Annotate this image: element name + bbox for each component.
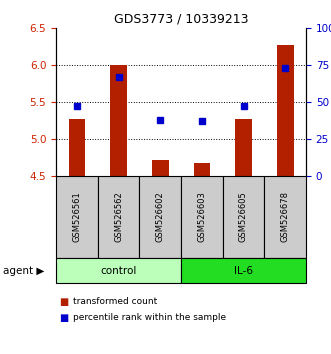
Bar [181, 258, 306, 283]
Bar [264, 176, 306, 258]
Bar [194, 164, 210, 176]
Bar [223, 176, 264, 258]
Bar [56, 176, 98, 258]
Bar [152, 160, 168, 176]
Text: transformed count: transformed count [72, 297, 157, 307]
Text: percentile rank within the sample: percentile rank within the sample [72, 313, 226, 322]
Bar [56, 258, 181, 283]
Text: GSM526678: GSM526678 [281, 192, 290, 242]
Text: agent ▶: agent ▶ [3, 266, 45, 275]
Text: GSM526605: GSM526605 [239, 192, 248, 242]
Bar [69, 119, 85, 176]
Title: GDS3773 / 10339213: GDS3773 / 10339213 [114, 12, 248, 25]
Text: GSM526561: GSM526561 [72, 192, 81, 242]
Text: GSM526562: GSM526562 [114, 192, 123, 242]
Bar [181, 176, 223, 258]
Text: ■: ■ [59, 313, 69, 323]
Text: IL-6: IL-6 [234, 266, 253, 275]
Bar [139, 176, 181, 258]
Text: control: control [100, 266, 137, 275]
Bar [235, 119, 252, 176]
Bar [98, 176, 139, 258]
Bar [110, 65, 127, 176]
Text: GSM526603: GSM526603 [197, 192, 206, 242]
Bar [277, 45, 294, 176]
Text: ■: ■ [59, 297, 69, 307]
Text: GSM526602: GSM526602 [156, 192, 165, 242]
